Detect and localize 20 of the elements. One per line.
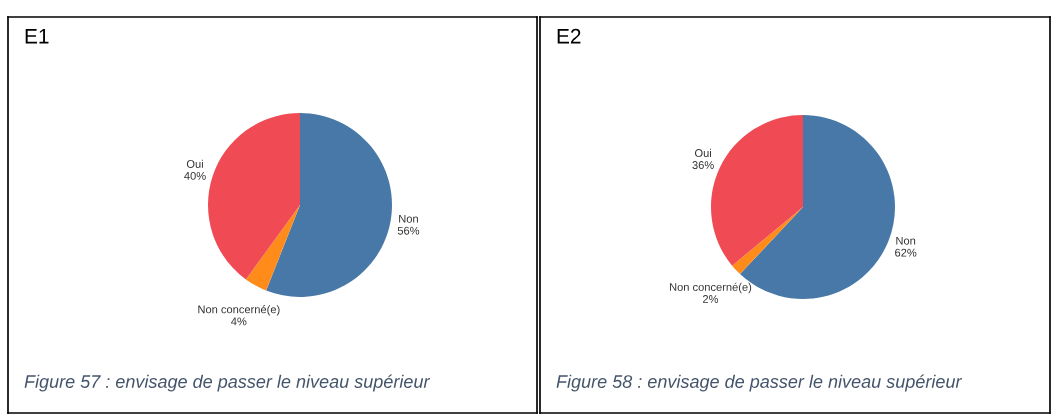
caption: Figure 57 : envisage de passer le niveau supérieur <box>24 374 431 392</box>
data-label: 56% <box>397 226 420 235</box>
slice-label: Non concerné(e) <box>198 305 280 316</box>
pie-slice <box>266 113 392 297</box>
data-label: 2% <box>702 295 719 303</box>
data-label: 40% <box>184 171 206 180</box>
slice-label: Oui <box>186 159 203 168</box>
chart-title: E1 <box>25 29 49 44</box>
pie-slice <box>245 205 300 291</box>
slice-label: Non concerné(e) <box>669 282 752 294</box>
pie-slice <box>732 207 803 275</box>
data-label: 36% <box>692 161 714 169</box>
caption: Figure 58 : envisage de passer le niveau supérieur <box>556 374 963 392</box>
data-label: 4% <box>231 317 247 326</box>
data-label: 62% <box>895 248 917 257</box>
chart-title: E2 <box>557 28 581 44</box>
slice-label: Non <box>896 236 916 245</box>
slice-label: Non <box>399 214 418 223</box>
slice-label: Oui <box>694 148 711 157</box>
pie-slice <box>208 113 300 280</box>
